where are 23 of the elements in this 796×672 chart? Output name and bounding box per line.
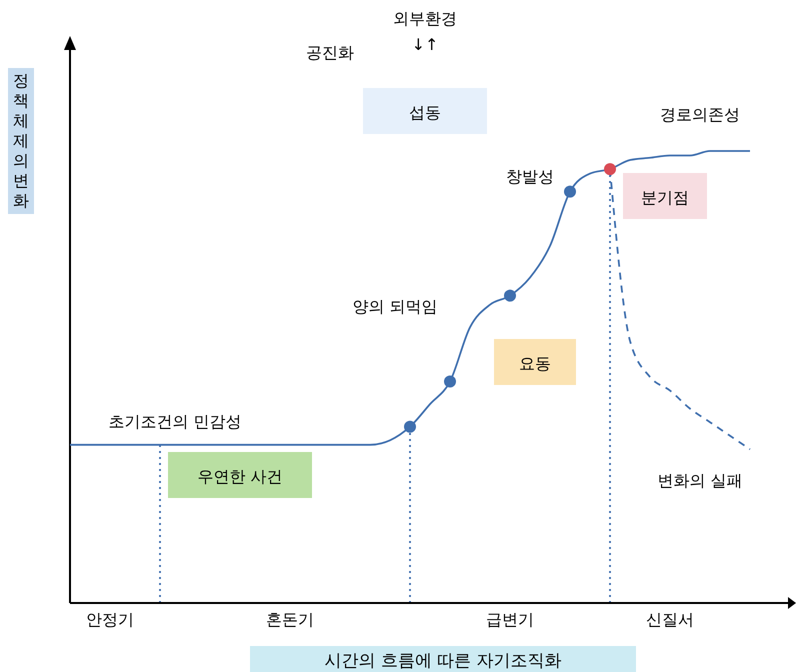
x-tick-label: 급변기 xyxy=(486,610,534,629)
x-tick-label: 신질서 xyxy=(646,610,694,629)
annotation: 변화의 실패 xyxy=(657,471,743,490)
annotation: 우연한 사건 xyxy=(197,467,283,486)
annotation: 초기조건의 민감성 xyxy=(108,412,242,431)
point xyxy=(504,290,516,302)
text: 경로의존성 xyxy=(660,105,740,124)
text: 공진화 xyxy=(306,43,354,62)
annotation: 요동 xyxy=(519,354,551,373)
point xyxy=(604,163,616,176)
x-axis-title: 시간의 흐름에 따른 자기조직화 xyxy=(324,651,562,671)
annotation: 창발성 xyxy=(506,167,554,186)
annotation: 분기점 xyxy=(641,188,689,207)
point xyxy=(564,186,576,198)
point xyxy=(444,376,456,388)
point xyxy=(404,420,416,433)
y-axis-title: 정책체제의변화 xyxy=(13,71,29,210)
text: 섭동 xyxy=(409,103,441,122)
text: ↓↑ xyxy=(412,35,438,54)
text: 외부환경 xyxy=(393,9,457,28)
x-tick-label: 안정기 xyxy=(86,610,134,629)
x-tick-label: 혼돈기 xyxy=(266,610,314,629)
annotation: 양의 되먹임 xyxy=(352,297,438,316)
